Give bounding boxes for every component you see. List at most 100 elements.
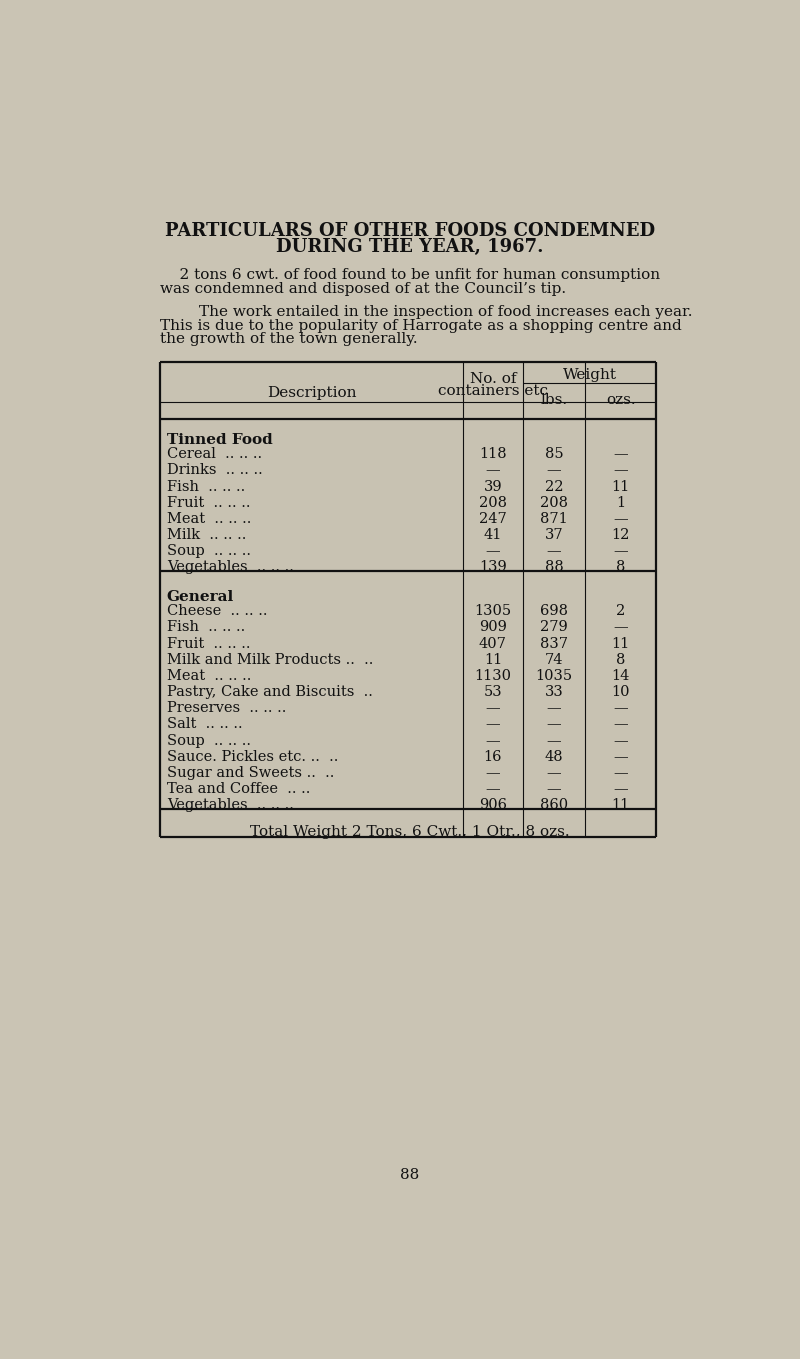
Text: 48: 48 bbox=[545, 750, 563, 764]
Text: 909: 909 bbox=[479, 621, 507, 635]
Text: 2: 2 bbox=[616, 605, 626, 618]
Text: —: — bbox=[547, 544, 562, 559]
Text: 698: 698 bbox=[540, 605, 568, 618]
Text: —: — bbox=[486, 701, 500, 715]
Text: Soup  .. .. ..: Soup .. .. .. bbox=[166, 734, 250, 747]
Text: —: — bbox=[614, 621, 628, 635]
Text: 22: 22 bbox=[545, 480, 563, 493]
Text: 11: 11 bbox=[612, 636, 630, 651]
Text: Cheese  .. .. ..: Cheese .. .. .. bbox=[166, 605, 267, 618]
Text: —: — bbox=[486, 463, 500, 477]
Text: 12: 12 bbox=[612, 529, 630, 542]
Text: —: — bbox=[547, 783, 562, 796]
Text: Salt  .. .. ..: Salt .. .. .. bbox=[166, 718, 242, 731]
Text: —: — bbox=[486, 766, 500, 780]
Text: Vegetables  .. .. ..: Vegetables .. .. .. bbox=[166, 798, 294, 813]
Text: containers etc: containers etc bbox=[438, 385, 548, 398]
Text: No. of: No. of bbox=[470, 372, 516, 386]
Text: Total Weight 2 Tons, 6 Cwt., 1 Qtr., 8 ozs.: Total Weight 2 Tons, 6 Cwt., 1 Qtr., 8 o… bbox=[250, 825, 570, 840]
Text: Pastry, Cake and Biscuits  ..: Pastry, Cake and Biscuits .. bbox=[166, 685, 373, 699]
Text: 1305: 1305 bbox=[474, 605, 511, 618]
Text: —: — bbox=[614, 718, 628, 731]
Text: 906: 906 bbox=[479, 798, 507, 813]
Text: Fish  .. .. ..: Fish .. .. .. bbox=[166, 480, 245, 493]
Text: The work entailed in the inspection of food increases each year.: The work entailed in the inspection of f… bbox=[161, 304, 693, 319]
Text: 837: 837 bbox=[540, 636, 568, 651]
Text: Fruit  .. .. ..: Fruit .. .. .. bbox=[166, 636, 250, 651]
Text: 74: 74 bbox=[545, 652, 563, 667]
Text: 279: 279 bbox=[540, 621, 568, 635]
Text: —: — bbox=[614, 701, 628, 715]
Text: 11: 11 bbox=[612, 480, 630, 493]
Text: Cereal  .. .. ..: Cereal .. .. .. bbox=[166, 447, 262, 461]
Text: —: — bbox=[486, 734, 500, 747]
Text: the growth of the town generally.: the growth of the town generally. bbox=[161, 333, 418, 347]
Text: Tea and Coffee  .. ..: Tea and Coffee .. .. bbox=[166, 783, 310, 796]
Bar bbox=[161, 361, 657, 837]
Text: 1: 1 bbox=[616, 496, 626, 510]
Text: ozs.: ozs. bbox=[606, 393, 636, 406]
Text: 118: 118 bbox=[479, 447, 506, 461]
Text: 1035: 1035 bbox=[535, 669, 573, 684]
Text: Sauce. Pickles etc. ..  ..: Sauce. Pickles etc. .. .. bbox=[166, 750, 338, 764]
Text: —: — bbox=[486, 783, 500, 796]
Text: 407: 407 bbox=[479, 636, 507, 651]
Text: PARTICULARS OF OTHER FOODS CONDEMNED: PARTICULARS OF OTHER FOODS CONDEMNED bbox=[165, 222, 655, 239]
Text: Sugar and Sweets ..  ..: Sugar and Sweets .. .. bbox=[166, 766, 334, 780]
Text: 88: 88 bbox=[545, 560, 563, 575]
Text: 53: 53 bbox=[484, 685, 502, 699]
Text: Drinks  .. .. ..: Drinks .. .. .. bbox=[166, 463, 262, 477]
Text: 8: 8 bbox=[616, 652, 626, 667]
Text: 41: 41 bbox=[484, 529, 502, 542]
Text: 871: 871 bbox=[540, 512, 568, 526]
Text: 139: 139 bbox=[479, 560, 507, 575]
Text: Soup  .. .. ..: Soup .. .. .. bbox=[166, 544, 250, 559]
Text: 1130: 1130 bbox=[474, 669, 511, 684]
Text: Meat  .. .. ..: Meat .. .. .. bbox=[166, 512, 251, 526]
Text: —: — bbox=[486, 718, 500, 731]
Text: 11: 11 bbox=[612, 798, 630, 813]
Text: Preserves  .. .. ..: Preserves .. .. .. bbox=[166, 701, 286, 715]
Text: 39: 39 bbox=[484, 480, 502, 493]
Text: —: — bbox=[614, 463, 628, 477]
Text: was condemned and disposed of at the Council’s tip.: was condemned and disposed of at the Cou… bbox=[161, 281, 566, 296]
Text: —: — bbox=[614, 544, 628, 559]
Text: Fish  .. .. ..: Fish .. .. .. bbox=[166, 621, 245, 635]
Text: Meat  .. .. ..: Meat .. .. .. bbox=[166, 669, 251, 684]
Text: Milk and Milk Products ..  ..: Milk and Milk Products .. .. bbox=[166, 652, 373, 667]
Text: 247: 247 bbox=[479, 512, 507, 526]
Text: 16: 16 bbox=[484, 750, 502, 764]
Text: 11: 11 bbox=[484, 652, 502, 667]
Text: General: General bbox=[166, 590, 234, 605]
Text: Vegetables  .. .. ..: Vegetables .. .. .. bbox=[166, 560, 294, 575]
Text: 85: 85 bbox=[545, 447, 563, 461]
Text: 37: 37 bbox=[545, 529, 563, 542]
Text: 2 tons 6 cwt. of food found to be unfit for human consumption: 2 tons 6 cwt. of food found to be unfit … bbox=[161, 268, 661, 281]
Text: 860: 860 bbox=[540, 798, 568, 813]
Text: lbs.: lbs. bbox=[541, 393, 568, 406]
Text: Milk  .. .. ..: Milk .. .. .. bbox=[166, 529, 246, 542]
Text: 208: 208 bbox=[540, 496, 568, 510]
Text: Description: Description bbox=[267, 386, 356, 400]
Text: —: — bbox=[486, 544, 500, 559]
Text: —: — bbox=[614, 766, 628, 780]
Text: 8: 8 bbox=[616, 560, 626, 575]
Text: —: — bbox=[547, 766, 562, 780]
Text: 33: 33 bbox=[545, 685, 563, 699]
Text: 208: 208 bbox=[479, 496, 507, 510]
Text: Weight: Weight bbox=[562, 368, 617, 382]
Text: DURING THE YEAR, 1967.: DURING THE YEAR, 1967. bbox=[276, 238, 544, 255]
Text: This is due to the popularity of Harrogate as a shopping centre and: This is due to the popularity of Harroga… bbox=[161, 318, 682, 333]
Text: —: — bbox=[547, 463, 562, 477]
Text: 10: 10 bbox=[611, 685, 630, 699]
Text: —: — bbox=[614, 783, 628, 796]
Text: —: — bbox=[614, 750, 628, 764]
Text: —: — bbox=[614, 512, 628, 526]
Text: Fruit  .. .. ..: Fruit .. .. .. bbox=[166, 496, 250, 510]
Text: —: — bbox=[547, 718, 562, 731]
Text: —: — bbox=[547, 701, 562, 715]
Text: Tinned Food: Tinned Food bbox=[166, 434, 272, 447]
Text: —: — bbox=[547, 734, 562, 747]
Text: —: — bbox=[614, 447, 628, 461]
Text: —: — bbox=[614, 734, 628, 747]
